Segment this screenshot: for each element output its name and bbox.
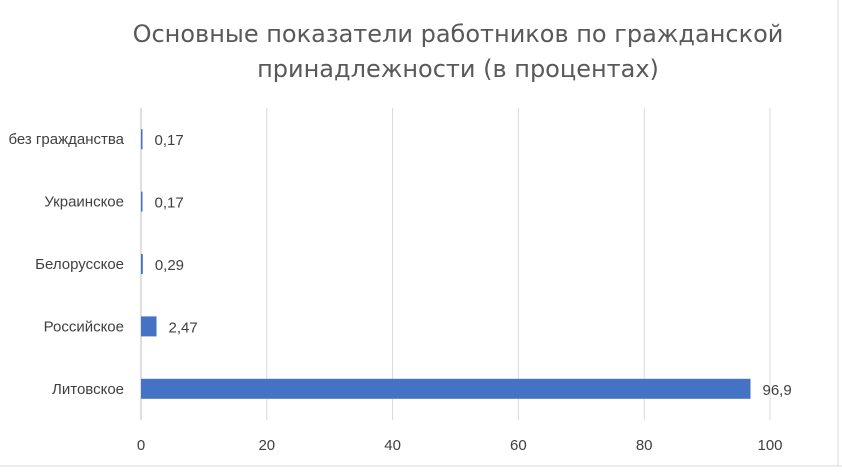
gridlines [140, 108, 771, 420]
bar [141, 191, 143, 212]
x-tick-label: 20 [258, 437, 275, 454]
data-label: 2,47 [169, 319, 198, 336]
category-label: Российское [44, 318, 124, 335]
category-label: Украинское [44, 194, 124, 211]
x-tick-label: 0 [137, 437, 145, 454]
x-tick-label: 40 [384, 437, 401, 454]
category-label: Белорусское [35, 256, 124, 273]
chart-title-line-1: Основные показатели работников по гражда… [132, 20, 784, 48]
x-tick-label: 60 [510, 437, 527, 454]
labels: 0 20 40 60 80 100 Литовское 96,9 Российское 2,47 Б… [8, 131, 791, 454]
data-label: 96,9 [763, 382, 792, 399]
data-label: 0,17 [155, 132, 184, 149]
chart-title-line-2: принадлежности (в процентах) [257, 55, 659, 83]
bar [141, 254, 143, 274]
data-label: 0,17 [155, 195, 184, 212]
category-label: без гражданства [8, 131, 124, 148]
data-label: 0,29 [155, 257, 184, 274]
bars [141, 129, 751, 399]
bar [141, 316, 157, 337]
x-tick-label: 100 [757, 437, 782, 454]
bar [141, 378, 751, 399]
x-tick-label: 80 [636, 437, 653, 454]
bar [141, 129, 143, 150]
category-label: Литовское [52, 381, 124, 398]
